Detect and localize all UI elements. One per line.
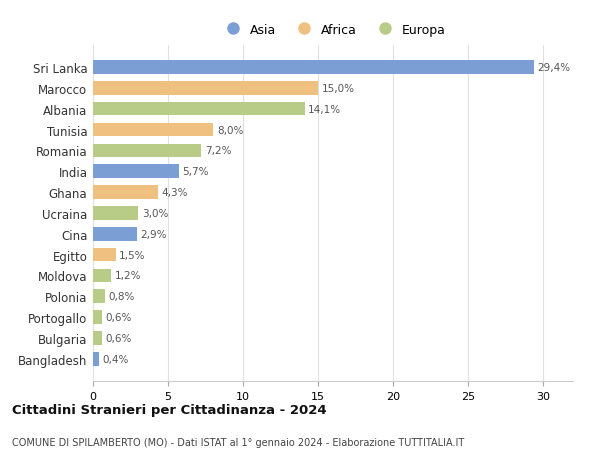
Text: 2,9%: 2,9% bbox=[140, 229, 167, 239]
Text: 8,0%: 8,0% bbox=[217, 125, 243, 135]
Text: 1,2%: 1,2% bbox=[115, 271, 141, 281]
Bar bbox=[93, 61, 534, 75]
Text: 29,4%: 29,4% bbox=[538, 63, 571, 73]
Bar bbox=[93, 103, 305, 116]
Text: Cittadini Stranieri per Cittadinanza - 2024: Cittadini Stranieri per Cittadinanza - 2… bbox=[12, 403, 326, 416]
Text: 4,3%: 4,3% bbox=[161, 188, 188, 198]
Bar bbox=[93, 290, 105, 303]
Bar bbox=[93, 82, 318, 95]
Bar bbox=[93, 311, 102, 324]
Bar bbox=[93, 207, 138, 220]
Text: 5,7%: 5,7% bbox=[182, 167, 209, 177]
Bar bbox=[93, 248, 115, 262]
Bar bbox=[93, 352, 99, 366]
Bar bbox=[93, 165, 179, 179]
Bar bbox=[93, 123, 213, 137]
Bar bbox=[93, 144, 201, 158]
Text: 0,8%: 0,8% bbox=[109, 291, 135, 302]
Bar bbox=[93, 228, 137, 241]
Text: 0,6%: 0,6% bbox=[106, 333, 132, 343]
Text: 7,2%: 7,2% bbox=[205, 146, 231, 156]
Text: 0,6%: 0,6% bbox=[106, 313, 132, 322]
Legend: Asia, Africa, Europa: Asia, Africa, Europa bbox=[215, 19, 451, 42]
Text: COMUNE DI SPILAMBERTO (MO) - Dati ISTAT al 1° gennaio 2024 - Elaborazione TUTTIT: COMUNE DI SPILAMBERTO (MO) - Dati ISTAT … bbox=[12, 437, 464, 447]
Text: 15,0%: 15,0% bbox=[322, 84, 355, 94]
Bar bbox=[93, 186, 157, 199]
Text: 0,4%: 0,4% bbox=[103, 354, 129, 364]
Text: 1,5%: 1,5% bbox=[119, 250, 146, 260]
Text: 14,1%: 14,1% bbox=[308, 105, 341, 114]
Bar bbox=[93, 269, 111, 283]
Text: 3,0%: 3,0% bbox=[142, 208, 168, 218]
Bar bbox=[93, 331, 102, 345]
